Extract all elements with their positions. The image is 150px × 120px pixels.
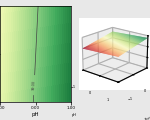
X-axis label: pH: pH — [71, 113, 76, 117]
Text: 99.00: 99.00 — [32, 80, 36, 90]
X-axis label: pH: pH — [32, 112, 40, 117]
Y-axis label: Recirculation flow rate: Recirculation flow rate — [145, 101, 150, 120]
